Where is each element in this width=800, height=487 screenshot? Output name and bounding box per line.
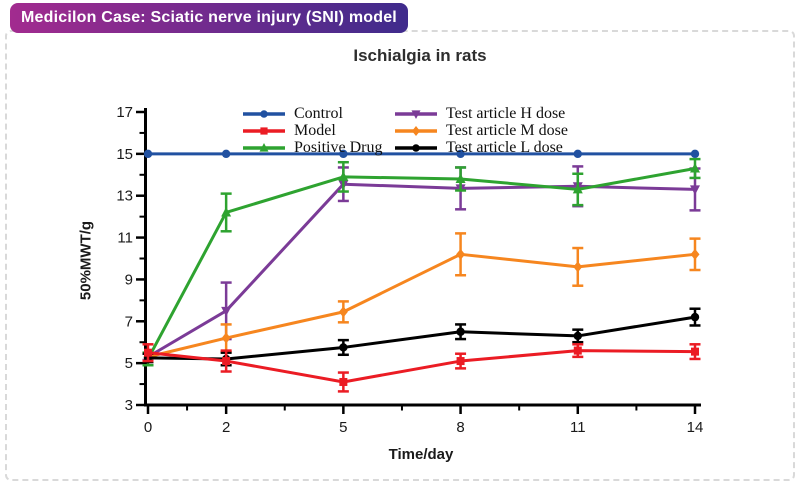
legend-item: Positive Drug — [242, 139, 394, 156]
legend-item: Control — [242, 105, 394, 122]
legend-item: Test article M dose — [394, 122, 568, 139]
y-tick-label: 11 — [117, 230, 133, 247]
chart-marker-triangle-up — [572, 183, 583, 194]
chart-marker-circle — [143, 149, 153, 159]
chart-marker-square — [573, 346, 582, 355]
x-tick-label: 8 — [456, 419, 464, 436]
chart-marker-triangle-up — [455, 173, 466, 183]
x-tick-label: 0 — [144, 419, 152, 436]
case-badge: Medicilon Case: Sciatic nerve injury (SN… — [10, 3, 408, 33]
chart-marker-triangle-down — [411, 109, 421, 119]
legend-item: Model — [242, 122, 394, 139]
legend-label: Control — [294, 104, 343, 122]
chart-marker-circle — [260, 109, 268, 118]
chart-marker-square — [260, 126, 268, 135]
chart-marker-circle — [573, 149, 582, 159]
chart-marker-triangle-down — [221, 306, 232, 317]
x-tick-label: 5 — [339, 419, 347, 436]
chart-marker-circle — [339, 343, 348, 352]
legend-item: Test article H dose — [394, 105, 568, 122]
chart-marker-diamond — [221, 332, 231, 344]
legend-sample-circle-icon — [395, 143, 437, 152]
chart-title: Ischialgia in rats — [353, 46, 487, 65]
chart-marker-triangle-up — [690, 163, 700, 173]
y-tick-label: 7 — [125, 313, 133, 330]
chart-marker-square — [456, 357, 465, 366]
case-badge-label: Medicilon Case: Sciatic nerve injury (SN… — [21, 9, 397, 26]
y-tick-label: 13 — [116, 188, 133, 205]
y-axis-title: 50%MWT/g — [77, 220, 95, 301]
chart-marker-square — [339, 377, 348, 386]
chart-line — [147, 252, 696, 359]
chart-marker-triangle-up — [221, 206, 232, 217]
x-tick-label: 14 — [687, 419, 704, 436]
series-control — [143, 149, 700, 159]
legend-sample-diamond-icon — [395, 125, 437, 136]
chart-marker-circle — [412, 143, 420, 152]
chart-marker-circle — [221, 149, 231, 159]
chart-marker-triangle-down — [690, 185, 700, 195]
series-model — [142, 343, 701, 393]
series-positive-drug — [142, 157, 701, 367]
y-tick-label: 15 — [116, 146, 133, 163]
x-tick-label: 2 — [222, 419, 230, 436]
chart-marker-square — [222, 357, 231, 366]
legend-label: Positive Drug — [294, 138, 383, 156]
y-tick-label: 5 — [125, 355, 133, 372]
legend-label: Test article H dose — [446, 104, 566, 122]
chart-marker-diamond — [338, 306, 348, 318]
chart-marker-diamond — [411, 125, 421, 136]
legend-sample-triangle-up-icon — [243, 142, 285, 152]
chart-marker-circle — [339, 149, 348, 159]
chart-marker-diamond — [573, 261, 583, 273]
chart-marker-diamond — [456, 248, 466, 260]
legend-sample-circle-icon — [243, 109, 285, 118]
chart-marker-circle — [456, 149, 465, 159]
legend-sample-square-icon — [243, 126, 285, 135]
y-tick-label: 9 — [125, 271, 133, 288]
chart-marker-circle — [573, 331, 582, 341]
chart-marker-triangle-up — [259, 142, 269, 152]
chart-marker-square — [144, 348, 152, 357]
chart-line — [146, 167, 696, 360]
chart-marker-circle — [690, 312, 700, 322]
chart-line — [147, 349, 696, 384]
x-axis-title: Time/day — [388, 446, 454, 463]
chart-marker-square — [691, 347, 699, 356]
legend-item: Test article L dose — [394, 139, 568, 156]
chart-marker-circle — [690, 149, 700, 159]
legend-label: Model — [294, 121, 336, 139]
legend: Control Test article H dose Model Test arti… — [242, 105, 568, 156]
legend-sample-triangle-down-icon — [395, 109, 437, 119]
chart-marker-diamond — [690, 248, 700, 260]
legend-label: Test article M dose — [446, 121, 568, 139]
chart-marker-circle — [456, 327, 465, 336]
y-tick-label: 17 — [116, 104, 133, 121]
chart-marker-triangle-up — [338, 171, 349, 181]
y-tick-label: 3 — [125, 397, 133, 414]
x-tick-label: 11 — [570, 419, 586, 436]
legend-label: Test article L dose — [446, 138, 563, 156]
